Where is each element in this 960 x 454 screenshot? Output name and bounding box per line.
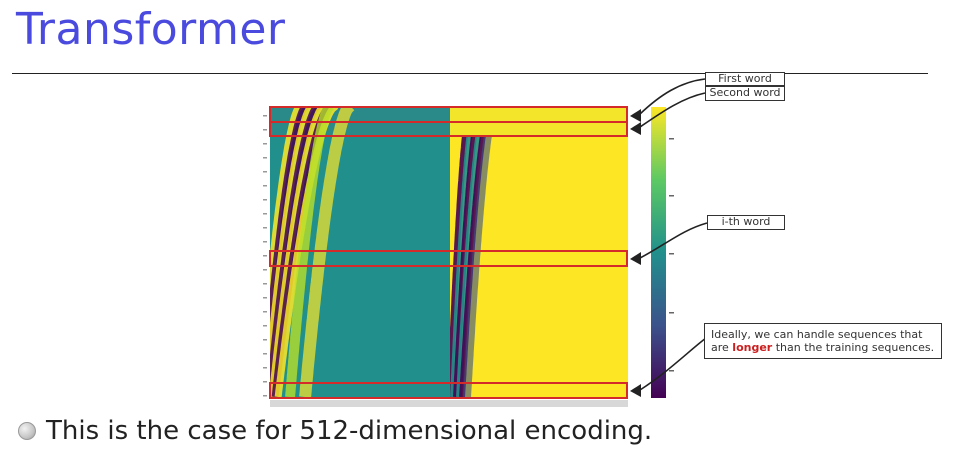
y-tick <box>263 339 267 341</box>
bullet-item: This is the case for 512-dimensional enc… <box>18 416 652 446</box>
y-tick <box>263 213 267 215</box>
bullet-icon <box>18 422 36 440</box>
box-second-word <box>269 121 628 137</box>
y-tick <box>263 115 267 117</box>
y-tick <box>263 143 267 145</box>
title-underline <box>12 73 928 74</box>
box-ith-word <box>269 250 628 267</box>
note-highlight-longer: longer <box>732 341 773 354</box>
y-tick <box>263 269 267 271</box>
y-tick <box>263 325 267 327</box>
callout-first-word: First word <box>705 72 785 86</box>
y-axis-ticks <box>263 115 267 397</box>
x-axis-ticks <box>270 400 628 407</box>
y-tick <box>263 311 267 313</box>
y-tick <box>263 297 267 299</box>
y-tick <box>263 395 267 397</box>
callout-longer-sequences: Ideally, we can handle sequences that ar… <box>704 323 942 359</box>
callout-second-word: Second word <box>705 86 785 101</box>
y-tick <box>263 283 267 285</box>
callout-arrows <box>639 78 708 391</box>
y-tick <box>263 353 267 355</box>
callout-ith-word: i-th word <box>707 215 785 230</box>
y-tick <box>263 171 267 173</box>
y-tick <box>263 241 267 243</box>
note-text-start: Ideally, we can handle sequences that ar… <box>711 328 923 354</box>
highlight-boxes <box>269 106 628 399</box>
y-tick <box>263 255 267 257</box>
colorbar <box>651 107 666 398</box>
y-tick <box>263 381 267 383</box>
y-tick <box>263 129 267 131</box>
slide-title: Transformer <box>16 4 286 55</box>
y-tick <box>263 185 267 187</box>
arrowheads <box>630 109 641 397</box>
y-tick <box>263 227 267 229</box>
y-tick <box>263 199 267 201</box>
note-text-end: than the training sequences. <box>772 341 935 354</box>
bullet-text: This is the case for 512-dimensional enc… <box>46 416 653 446</box>
y-tick <box>263 367 267 369</box>
y-tick <box>263 157 267 159</box>
box-last-word <box>269 382 628 399</box>
colorbar-ticks <box>669 138 674 372</box>
